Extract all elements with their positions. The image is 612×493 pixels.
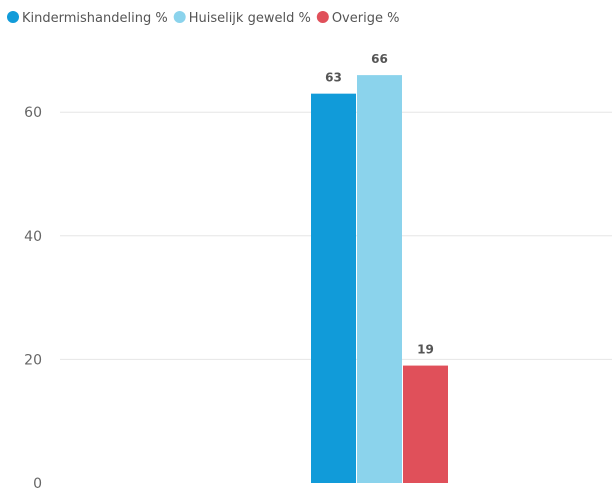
chart-legend: Kindermishandeling % Huiselijk geweld % Ov… <box>7 11 399 26</box>
legend-marker-kindermishandeling <box>7 11 19 23</box>
legend-label-huiselijk-geweld: Huiselijk geweld % <box>189 11 311 26</box>
legend-marker-overige <box>316 11 329 23</box>
data-labels: 63 66 19 <box>325 52 434 356</box>
legend-label-overige: Overige % <box>332 11 400 26</box>
y-tick-label-0: 0 <box>33 476 42 492</box>
y-tick-label-40: 40 <box>24 229 42 245</box>
bars <box>311 75 448 484</box>
bar-overige[interactable] <box>403 365 448 483</box>
data-label-kindermishandeling: 63 <box>325 71 342 85</box>
y-tick-label-60: 60 <box>24 105 42 121</box>
bar-kindermishandeling[interactable] <box>311 93 356 483</box>
legend-label-kindermishandeling: Kindermishandeling % <box>22 11 168 26</box>
data-label-huiselijk-geweld: 66 <box>371 52 388 66</box>
y-tick-label-20: 20 <box>24 352 42 368</box>
y-axis: 0 20 40 60 <box>24 105 42 492</box>
legend-marker-huiselijk-geweld <box>173 11 186 23</box>
data-label-overige: 19 <box>417 343 434 357</box>
bar-huiselijk-geweld[interactable] <box>357 75 402 484</box>
